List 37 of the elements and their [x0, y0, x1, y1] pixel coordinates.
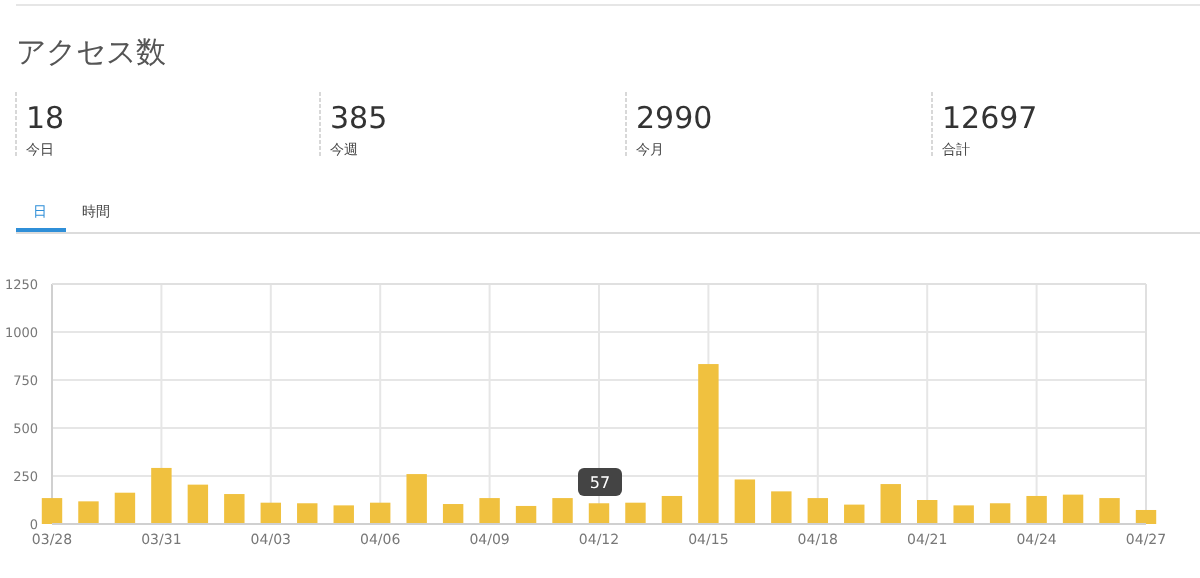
bar: [114, 492, 136, 524]
bar: [880, 484, 901, 524]
text: 18: [26, 100, 65, 136]
bar: [515, 505, 537, 524]
bar: [442, 504, 464, 524]
text: アクセス数: [16, 34, 166, 70]
bar: [807, 498, 829, 524]
bar: [698, 364, 719, 524]
bar: [41, 498, 63, 524]
text: 12697: [942, 100, 1038, 136]
bar: [989, 503, 1011, 524]
bar: [844, 504, 865, 524]
bar: [953, 505, 974, 524]
bar: [151, 467, 172, 524]
bar: [260, 502, 282, 524]
bar: [1062, 494, 1084, 524]
bar: [771, 491, 792, 524]
bar: [479, 498, 500, 524]
bar: [588, 503, 610, 524]
bar: [625, 502, 646, 524]
bar: [187, 484, 209, 524]
bar: [734, 479, 756, 524]
bar: [1026, 495, 1047, 524]
bar: [78, 501, 99, 524]
bar: [916, 500, 938, 524]
text: 385: [330, 100, 388, 136]
bar: [224, 494, 245, 524]
annotation: 57: [589, 474, 611, 492]
bar: [369, 502, 391, 524]
bar: [1135, 509, 1157, 524]
bar: [333, 505, 354, 524]
text: 2990: [636, 100, 713, 136]
bar: [406, 474, 427, 524]
bar: [661, 495, 683, 524]
bar: [297, 503, 318, 524]
bar: [552, 498, 573, 524]
bar: [1099, 498, 1120, 524]
